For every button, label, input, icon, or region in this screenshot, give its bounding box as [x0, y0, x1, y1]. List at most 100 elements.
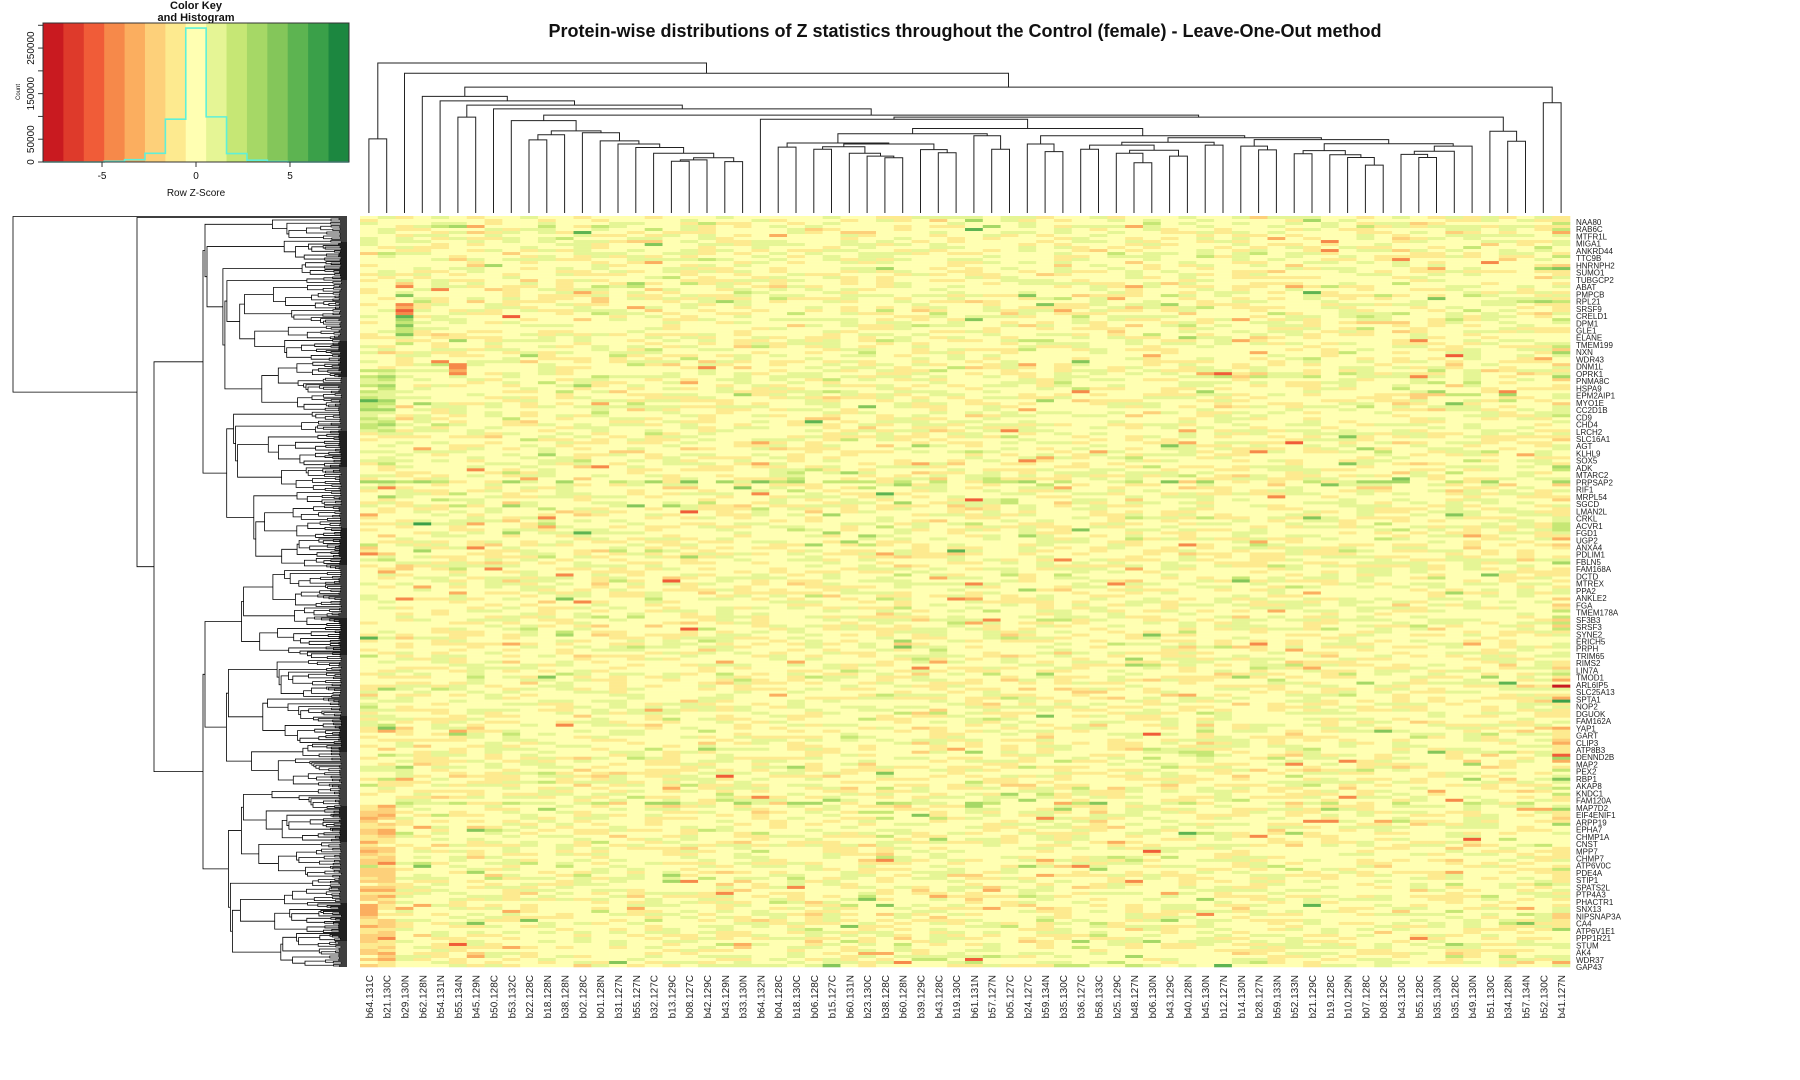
heatmap-cell	[1089, 246, 1108, 250]
heatmap-cell	[1107, 321, 1126, 325]
heatmap-cell	[537, 387, 557, 391]
heatmap-cell	[1142, 318, 1162, 322]
heatmap-cell	[1018, 345, 1037, 349]
heatmap-cell	[1392, 363, 1411, 367]
heatmap-cell	[947, 300, 966, 304]
heatmap-cell	[698, 258, 717, 262]
heatmap-cell	[609, 321, 628, 325]
heatmap-cell	[1534, 285, 1553, 289]
heatmap-cell	[1516, 285, 1535, 289]
heatmap-cell	[626, 420, 645, 424]
heatmap-cell	[537, 348, 557, 352]
heatmap-cell	[929, 339, 948, 343]
heatmap-cell	[1498, 390, 1517, 394]
heatmap-cell	[395, 408, 414, 412]
heatmap-cell	[1427, 264, 1446, 268]
heatmap-cell	[1285, 357, 1304, 361]
heatmap-cell	[1516, 348, 1535, 352]
heatmap-cell	[662, 339, 681, 343]
heatmap-cell	[395, 291, 414, 295]
heatmap-cell	[1160, 402, 1179, 406]
heatmap-cell	[1320, 285, 1339, 289]
heatmap-cell	[840, 387, 859, 391]
heatmap-cell	[822, 249, 841, 253]
heatmap-cell	[1142, 309, 1162, 313]
heatmap-cell	[1516, 279, 1535, 283]
heatmap-cell	[573, 312, 592, 316]
heatmap-cell	[715, 375, 734, 379]
heatmap-cell	[1196, 312, 1215, 316]
heatmap-cell	[1445, 372, 1464, 376]
heatmap-cell	[1463, 357, 1482, 361]
heatmap-cell	[840, 240, 859, 244]
heatmap-cell	[377, 363, 396, 367]
heatmap-cell	[1000, 327, 1019, 331]
heatmap-cell	[1214, 234, 1233, 238]
heatmap-cell	[537, 423, 557, 427]
heatmap-cell	[1178, 318, 1197, 322]
heatmap-cell	[1374, 387, 1393, 391]
heatmap-cell	[1178, 309, 1197, 313]
heatmap-cell	[395, 333, 414, 337]
heatmap-cell	[484, 351, 503, 355]
heatmap-cell	[947, 252, 966, 256]
heatmap-cell	[1249, 306, 1268, 310]
heatmap-cell	[822, 384, 841, 388]
heatmap-cell	[413, 249, 432, 253]
heatmap-cell	[1267, 402, 1286, 406]
heatmap-cell	[769, 345, 788, 349]
heatmap-cell	[1534, 408, 1553, 412]
heatmap-cell	[1125, 357, 1144, 361]
heatmap-cell	[733, 375, 752, 379]
heatmap-cell	[947, 432, 966, 436]
heatmap-cell	[537, 231, 557, 235]
heatmap-cell	[1018, 231, 1037, 235]
heatmap-cell	[1320, 360, 1339, 364]
heatmap-cell	[1534, 237, 1553, 241]
heatmap-cell	[1409, 384, 1428, 388]
heatmap-cell	[1534, 228, 1553, 232]
heatmap-cell	[1338, 237, 1357, 241]
heatmap-cell	[555, 285, 574, 289]
heatmap-cell	[769, 369, 788, 373]
heatmap-cell	[1356, 369, 1375, 373]
heatmap-cell	[893, 423, 912, 427]
heatmap-cell	[1285, 222, 1304, 226]
heatmap-cell	[609, 243, 628, 247]
heatmap-cell	[1498, 321, 1517, 325]
heatmap-cell	[929, 378, 948, 382]
heatmap-cell	[413, 240, 432, 244]
heatmap-cell	[1249, 429, 1268, 433]
heatmap-cell	[911, 351, 930, 355]
heatmap-cell	[1231, 408, 1250, 412]
heatmap-cell	[520, 366, 539, 370]
heatmap-cell	[751, 336, 770, 340]
heatmap-cell	[1160, 255, 1179, 259]
heatmap-cell	[591, 360, 610, 364]
heatmap-cell	[537, 321, 557, 325]
heatmap-cell	[769, 255, 788, 259]
heatmap-cell	[1356, 249, 1375, 253]
heatmap-cell	[1196, 417, 1215, 421]
heatmap-cell	[520, 372, 539, 376]
heatmap-cell	[1053, 231, 1073, 235]
heatmap-cell	[360, 246, 379, 250]
heatmap-cell	[1000, 291, 1019, 295]
heatmap-cell	[466, 390, 485, 394]
heatmap-cell	[1427, 252, 1446, 256]
heatmap-cell	[1178, 225, 1197, 229]
heatmap-cell	[1463, 234, 1482, 238]
heatmap-cell	[1053, 285, 1073, 289]
heatmap-cell	[858, 342, 877, 346]
heatmap-cell	[466, 327, 485, 331]
heatmap-cell	[840, 273, 859, 277]
heatmap-cell	[929, 345, 948, 349]
heatmap-cell	[876, 249, 895, 253]
heatmap-cell	[484, 261, 503, 265]
heatmap-cell	[466, 324, 485, 328]
heatmap-cell	[680, 225, 699, 229]
heatmap-cell	[1160, 333, 1179, 337]
heatmap-cell	[1125, 387, 1144, 391]
heatmap-cell	[1018, 282, 1037, 286]
heatmap-cell	[1160, 306, 1179, 310]
